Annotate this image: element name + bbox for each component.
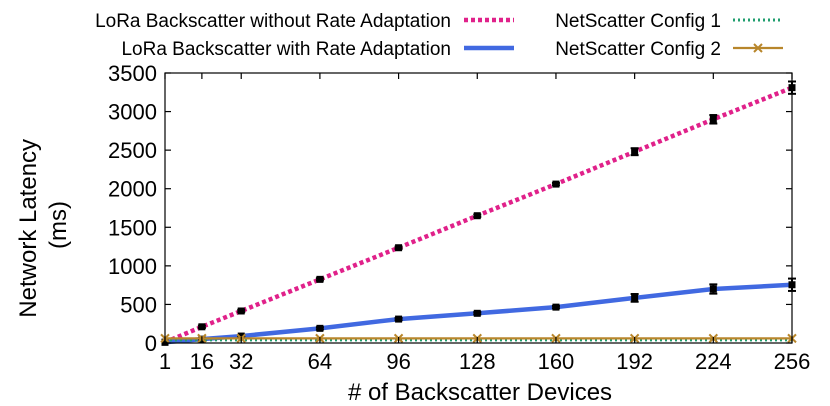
legend-label: LoRa Backscatter without Rate Adaptation [95, 11, 451, 32]
data-point [473, 309, 481, 317]
data-point [395, 244, 403, 252]
data-point [198, 323, 206, 331]
data-point [473, 212, 481, 220]
x-tick-label: 64 [308, 349, 332, 374]
data-point [552, 180, 560, 188]
plot-area [160, 80, 797, 346]
data-point [709, 285, 717, 293]
x-axis-title: # of Backscatter Devices [348, 379, 612, 406]
legend-label: NetScatter Config 1 [555, 11, 721, 32]
y-tick-label: 1500 [108, 215, 157, 240]
x-tick-label: 256 [774, 349, 811, 374]
x-tick-label: 224 [695, 349, 732, 374]
x-tick-label: 128 [459, 349, 496, 374]
legend-item-2: LoRa Backscatter with Rate Adaptation [121, 39, 514, 60]
legend-label: NetScatter Config 2 [555, 39, 721, 60]
series-1 [161, 80, 796, 346]
data-point [709, 115, 717, 123]
data-point [631, 148, 639, 156]
y-tick-label: 2000 [108, 177, 157, 202]
y-tick-label: 500 [120, 292, 157, 317]
y-axis-title-line-2: (ms) [45, 201, 72, 249]
x-tick-label: 16 [190, 349, 214, 374]
x-tick-label: 1 [159, 349, 171, 374]
legend-item-4: NetScatter Config 2 [555, 39, 783, 60]
x-tick-label: 160 [538, 349, 575, 374]
axes: 1 16 32 64 96 128 160 192 224 256 0 500 1000 1500 2000… [108, 61, 810, 374]
legend-item-3: NetScatter Config 1 [555, 11, 783, 32]
x-tick-label: 192 [616, 349, 653, 374]
plot-frame [164, 72, 793, 344]
x-tick-label: 96 [386, 349, 410, 374]
legend-item-1: LoRa Backscatter without Rate Adaptation [95, 11, 514, 32]
y-tick-label: 3500 [108, 61, 157, 86]
legend-label: LoRa Backscatter with Rate Adaptation [121, 39, 451, 60]
data-point [395, 315, 403, 323]
data-point [316, 324, 324, 332]
legend-marker [753, 43, 763, 53]
data-point [237, 307, 245, 315]
data-point [237, 332, 245, 340]
data-point [552, 303, 560, 311]
data-point [631, 294, 639, 302]
legend: LoRa Backscatter without Rate Adaptation… [95, 11, 783, 60]
y-axis-title-line-1: Network Latency [15, 139, 42, 318]
y-tick-label: 3000 [108, 100, 157, 125]
y-tick-label: 1000 [108, 254, 157, 279]
y-tick-label: 2500 [108, 138, 157, 163]
x-tick-label: 32 [229, 349, 253, 374]
series-line [164, 85, 793, 345]
y-axis-title: Network Latency (ms) [15, 132, 72, 317]
data-point [316, 275, 324, 283]
y-tick-label: 0 [145, 331, 157, 356]
